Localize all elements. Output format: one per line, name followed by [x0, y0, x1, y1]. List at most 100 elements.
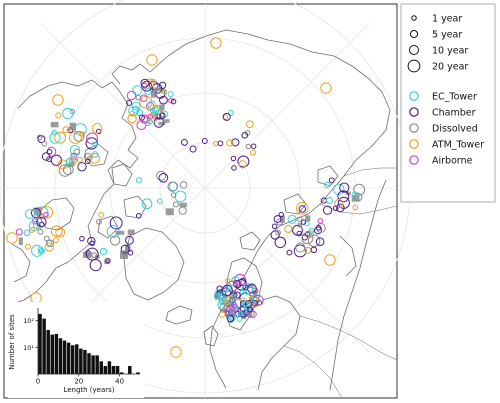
site-marker	[307, 234, 321, 248]
site-marker	[228, 293, 236, 301]
site-marker	[54, 131, 67, 144]
site-marker	[226, 314, 235, 323]
site-marker	[69, 131, 82, 144]
legend-size-marker	[408, 44, 420, 56]
site-marker	[62, 164, 74, 176]
histogram-bar	[95, 355, 99, 374]
histogram-bar	[111, 365, 116, 374]
site-marker	[287, 214, 297, 224]
site-marker	[158, 81, 167, 89]
site-marker	[224, 278, 231, 284]
site-marker	[159, 112, 166, 120]
site-marker	[335, 203, 345, 213]
site-marker	[138, 114, 145, 121]
site-marker	[36, 216, 47, 228]
iceland-coastline	[165, 305, 193, 325]
site-marker	[334, 198, 344, 209]
histogram-ylabel: Number of sites	[8, 314, 16, 370]
site-marker	[251, 294, 261, 304]
site-marker	[328, 177, 335, 184]
site-marker	[237, 155, 250, 168]
histogram-bar	[58, 338, 63, 374]
site-marker	[170, 98, 177, 105]
site-marker	[77, 162, 87, 172]
svalbard-coastline	[239, 231, 261, 251]
dissolved-site-marker	[162, 119, 170, 123]
site-marker	[40, 206, 54, 219]
site-marker	[15, 228, 23, 236]
site-marker	[140, 115, 149, 124]
site-marker	[126, 99, 133, 106]
dissolved-site-marker	[279, 215, 285, 223]
site-marker	[221, 284, 233, 297]
site-marker	[315, 237, 325, 247]
atm-tower-site-marker	[52, 94, 64, 106]
site-marker	[353, 183, 366, 196]
legend-type-label: Airborne	[432, 156, 473, 167]
dissolved-site-marker	[165, 208, 174, 216]
site-marker	[245, 120, 254, 129]
x-tick-label: 0	[36, 378, 40, 386]
legend-size-label: 5 year	[432, 30, 462, 41]
site-marker	[228, 109, 234, 116]
hudson-bay-coastline	[39, 197, 75, 231]
site-marker	[150, 105, 161, 117]
site-marker	[308, 227, 315, 234]
site-marker	[271, 223, 278, 230]
site-marker	[53, 237, 59, 244]
arctic-island	[83, 143, 109, 167]
site-marker	[158, 172, 169, 183]
histogram-bar	[66, 342, 71, 374]
site-marker	[296, 230, 303, 237]
site-marker	[310, 246, 318, 254]
site-marker	[73, 131, 85, 142]
map-panel	[0, 0, 411, 399]
site-marker	[170, 192, 177, 198]
site-marker	[298, 205, 307, 213]
histogram-ticks: 0 20 40 10¹ 10²	[23, 317, 124, 385]
histogram-xlabel: Length (years)	[63, 386, 114, 394]
site-marker	[96, 218, 102, 225]
site-marker	[238, 160, 247, 169]
site-marker	[152, 107, 160, 115]
site-marker	[167, 91, 174, 98]
site-marker	[44, 242, 54, 252]
site-marker	[79, 235, 85, 242]
site-marker	[126, 90, 137, 101]
site-marker	[89, 240, 95, 247]
atm-tower-site-marker	[210, 37, 222, 49]
histogram-inset: 0 20 40 10¹ 10² Length (years) Number of sit…	[8, 302, 144, 398]
site-marker	[353, 192, 363, 202]
site-marker	[300, 219, 307, 225]
histogram-bar	[46, 329, 50, 374]
site-marker	[70, 155, 77, 162]
europe-interior-border	[299, 315, 398, 361]
legend-type-label: ATM_Tower	[432, 140, 484, 151]
site-marker	[37, 228, 44, 235]
histogram-bar	[62, 340, 67, 374]
site-marker	[315, 224, 322, 231]
site-marker	[105, 258, 111, 264]
site-marker	[313, 226, 323, 235]
coastlines	[11, 29, 398, 399]
histogram-bar	[136, 372, 140, 374]
east-asia-coastline	[339, 235, 357, 277]
dissolved-site-marker	[159, 104, 165, 111]
atm-tower-site-marker	[324, 254, 336, 266]
histogram-bar	[107, 361, 112, 374]
site-marker	[230, 155, 237, 162]
meridian-line	[39, 22, 371, 354]
site-markers	[6, 37, 366, 358]
dissolved-site-marker	[50, 121, 59, 128]
site-marker	[121, 250, 129, 257]
site-marker	[249, 149, 256, 156]
site-marker	[339, 182, 350, 193]
asia-interior-border	[343, 167, 397, 177]
site-marker	[337, 190, 350, 203]
site-marker	[31, 244, 44, 257]
site-marker	[29, 227, 35, 233]
site-marker	[43, 235, 50, 242]
site-marker	[23, 229, 31, 237]
site-marker	[244, 304, 251, 312]
alaska-coastline	[111, 63, 151, 85]
